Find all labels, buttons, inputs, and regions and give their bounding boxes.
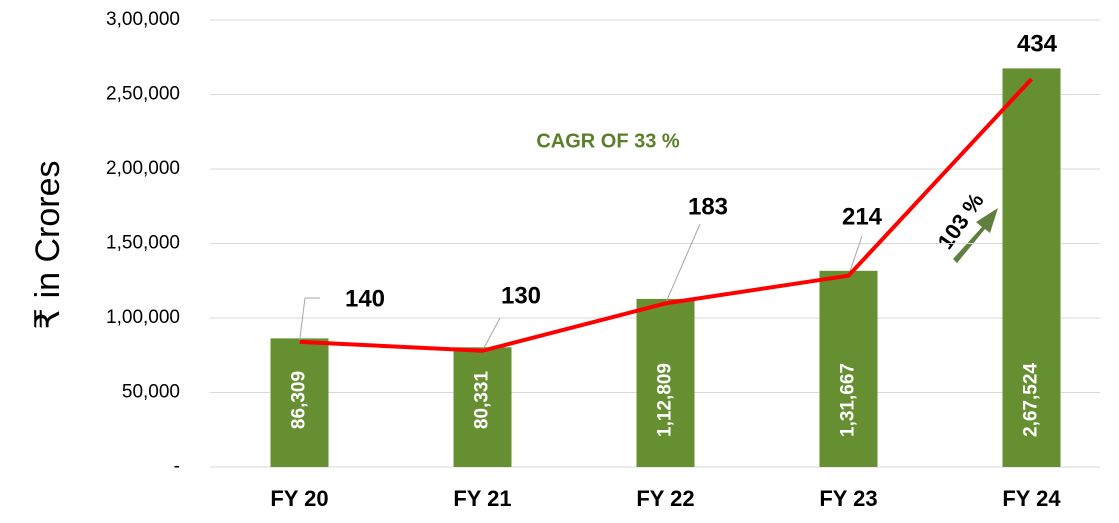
x-tick-label: FY 20 [270, 486, 328, 511]
bar-value-label: 1,31,667 [838, 363, 859, 437]
y-tick-label: 2,00,000 [106, 158, 180, 179]
x-tick-label: FY 24 [1002, 486, 1061, 511]
annotation: CAGR OF 33 % [536, 130, 680, 152]
bar-value-label: 86,309 [289, 371, 310, 429]
bar [1002, 68, 1061, 468]
y-tick-label: 3,00,000 [106, 9, 180, 30]
bar [270, 338, 329, 467]
bar [819, 270, 878, 467]
y-tick-label: 2,50,000 [106, 84, 180, 105]
leader-line [848, 235, 863, 276]
x-tick-label: FY 22 [636, 486, 694, 511]
leader-line [482, 317, 501, 352]
leader-line [299, 297, 320, 342]
line-value-label: 130 [501, 282, 541, 309]
bar [636, 298, 695, 467]
bar [453, 347, 512, 467]
y-tick-label: - [174, 456, 180, 477]
y-tick-label: 1,50,000 [106, 233, 180, 254]
leader-line [665, 223, 701, 304]
x-tick-label: FY 21 [453, 486, 511, 511]
y-tick-label: 1,00,000 [106, 307, 180, 328]
line-value-label: 434 [1017, 30, 1058, 57]
x-tick-label: FY 23 [819, 486, 877, 511]
y-axis-label: ₹ in Crores [29, 160, 67, 329]
bar-value-label: 1,12,809 [655, 363, 676, 437]
y-tick-label: 50,000 [122, 382, 180, 403]
line-value-label: 183 [688, 193, 728, 220]
bar-value-label: 80,331 [472, 371, 493, 430]
arrow [953, 208, 998, 263]
line-value-label: 140 [345, 285, 385, 312]
bar-value-label: 2,67,524 [1021, 363, 1042, 437]
line-value-label: 214 [842, 203, 883, 230]
line [299, 77, 1033, 353]
